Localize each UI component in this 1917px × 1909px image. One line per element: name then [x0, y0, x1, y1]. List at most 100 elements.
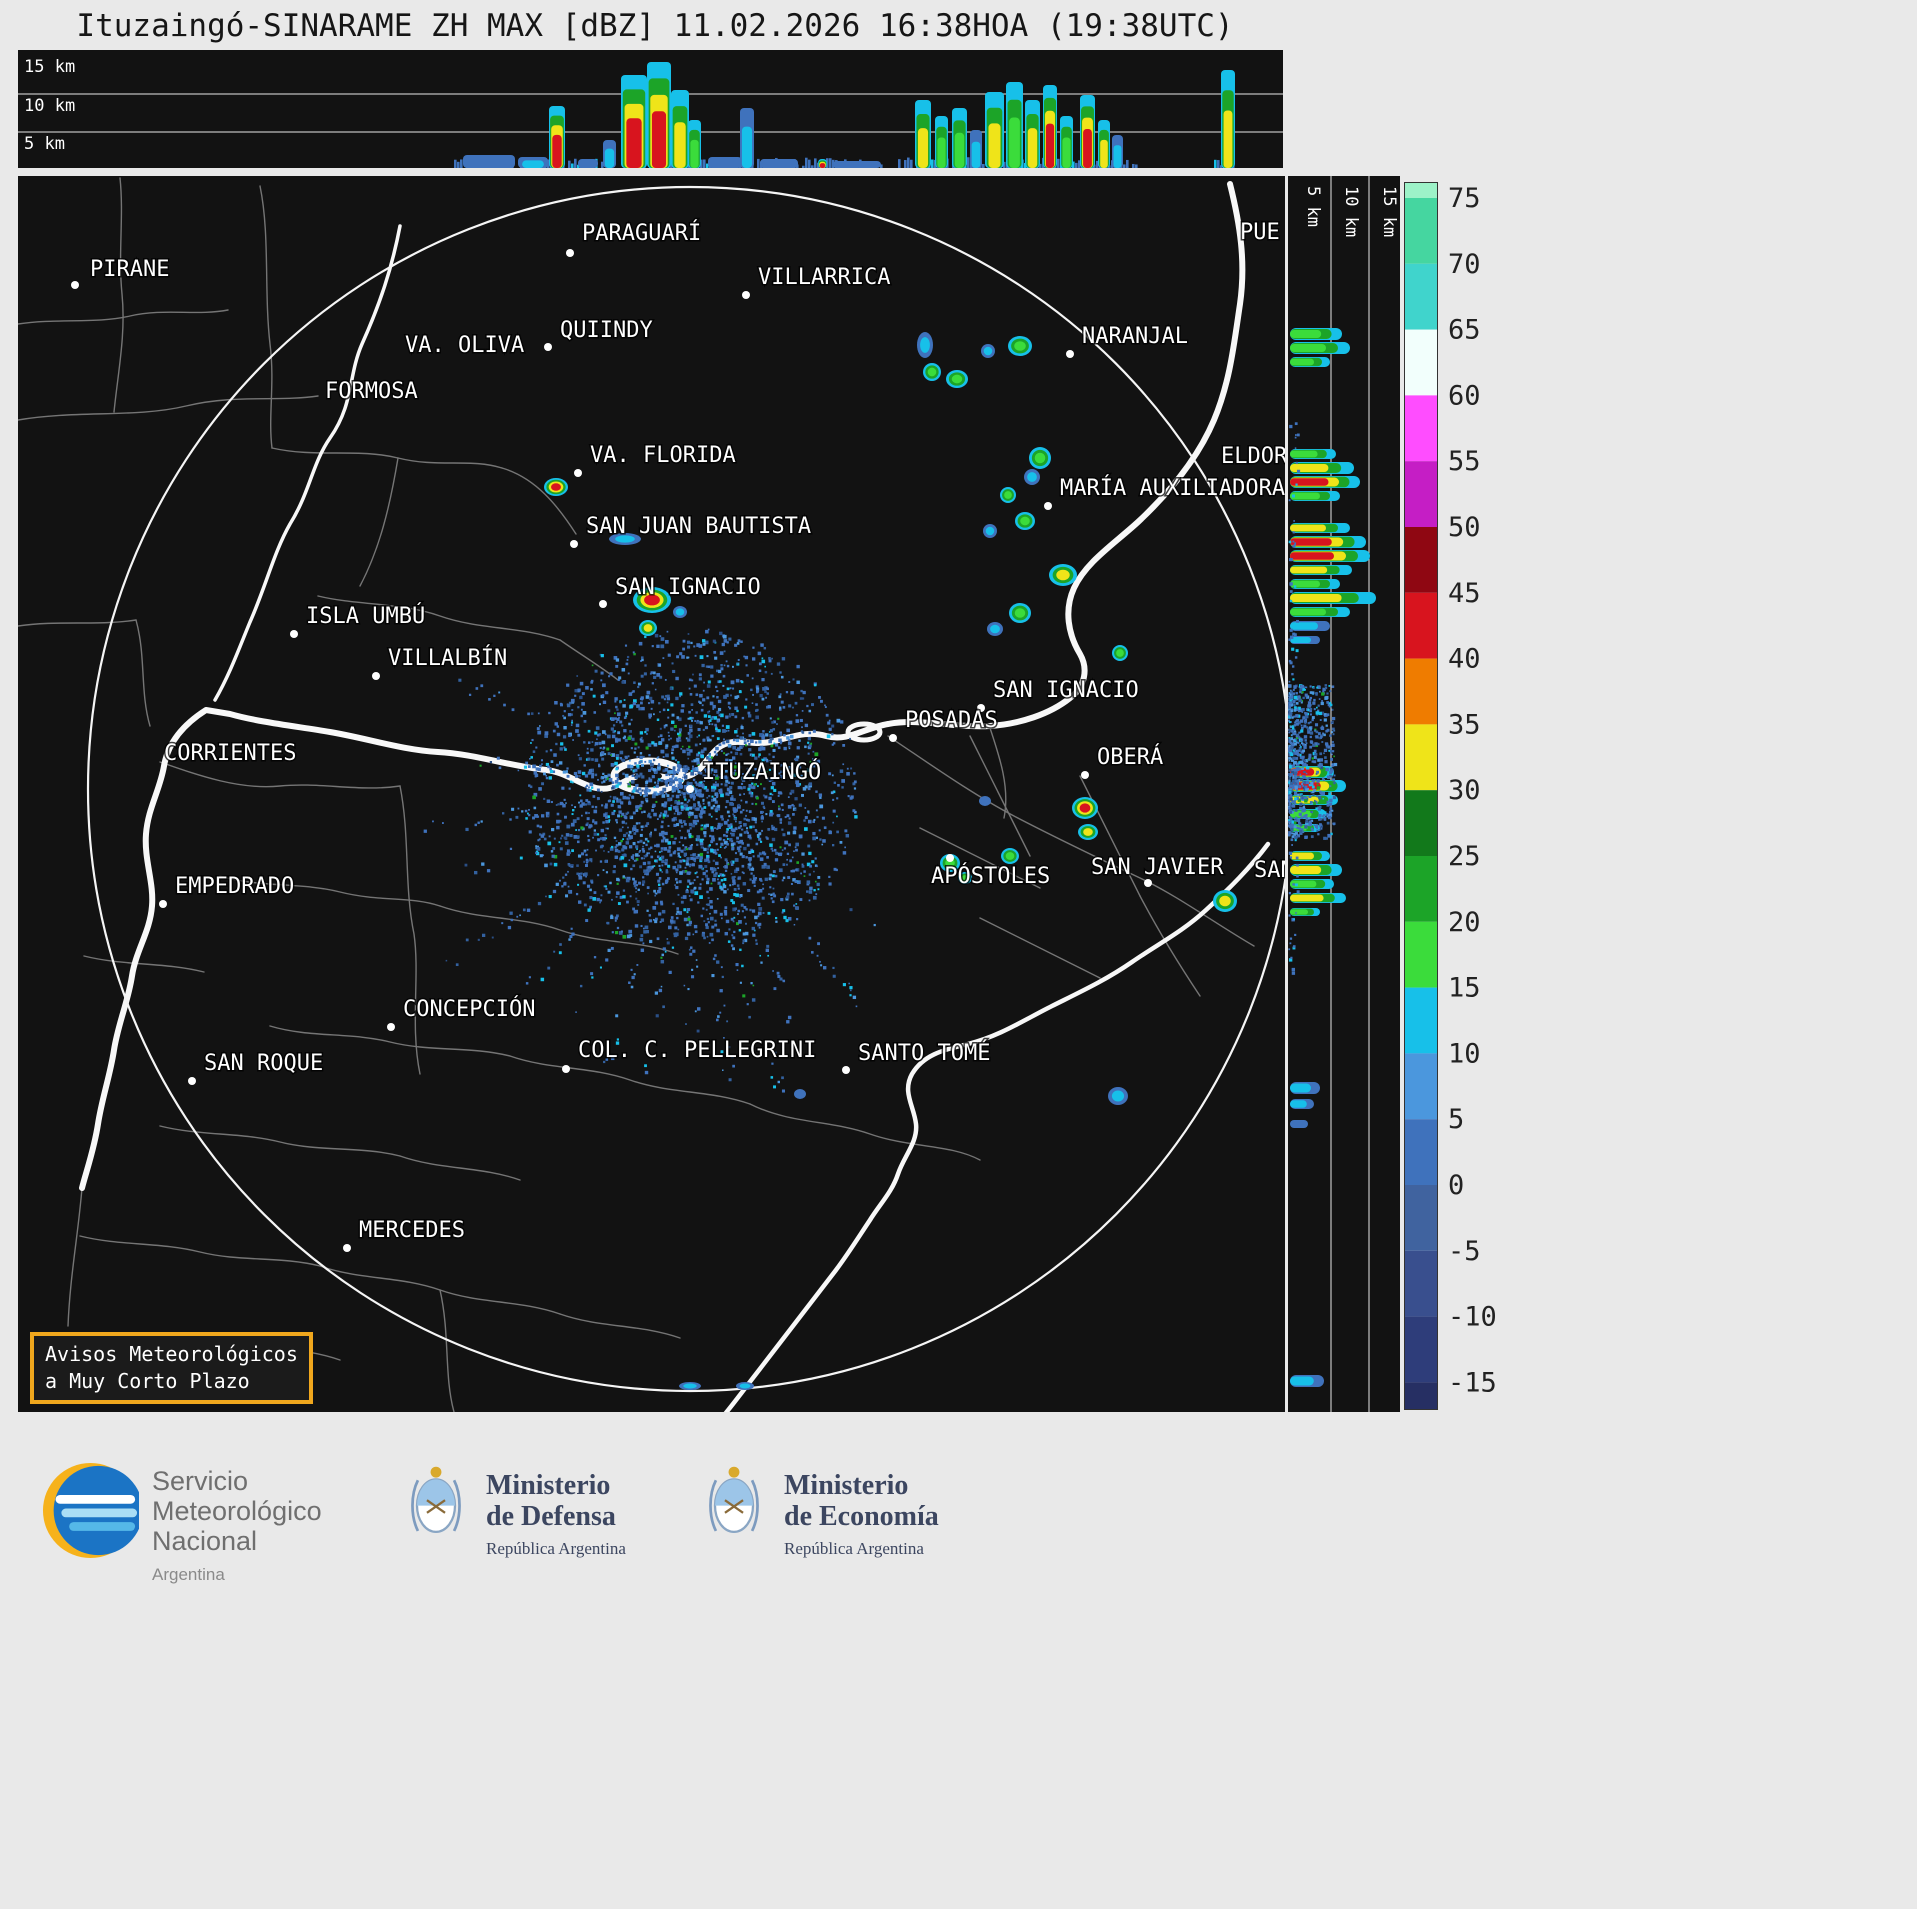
clutter-pixel	[819, 838, 822, 841]
ground-echo	[571, 163, 574, 168]
clutter-pixel	[711, 723, 714, 726]
clutter-pixel	[1292, 741, 1295, 744]
clutter-pixel	[795, 842, 800, 847]
clutter-pixel	[696, 1029, 700, 1033]
clutter-pixel	[658, 912, 662, 916]
clutter-pixel	[711, 925, 715, 929]
clutter-pixel	[811, 860, 815, 864]
clutter-pixel	[802, 690, 806, 695]
clutter-pixel	[577, 754, 580, 757]
clutter-pixel	[740, 640, 743, 643]
clutter-pixel	[790, 762, 793, 765]
clutter-pixel	[804, 816, 808, 820]
clutter-pixel	[793, 923, 796, 926]
warning-box[interactable]: Avisos Meteorológicos a Muy Corto Plazo	[30, 1332, 313, 1404]
storm-cell	[979, 796, 991, 806]
clutter-pixel	[1300, 724, 1303, 727]
clutter-pixel	[684, 724, 687, 727]
clutter-pixel	[1294, 933, 1297, 937]
clutter-pixel	[763, 807, 766, 810]
clutter-pixel	[554, 700, 558, 705]
clutter-pixel	[1322, 732, 1325, 735]
clutter-pixel	[687, 645, 691, 649]
clutter-pixel	[678, 819, 683, 823]
clutter-pixel	[465, 827, 469, 832]
clutter-pixel	[631, 691, 634, 694]
clutter-pixel	[1309, 745, 1313, 749]
clutter-pixel	[712, 797, 717, 802]
clutter-pixel	[791, 856, 794, 859]
clutter-pixel	[593, 832, 597, 836]
clutter-pixel	[751, 719, 754, 722]
clutter-pixel	[774, 1051, 777, 1054]
clutter-pixel	[1333, 755, 1335, 758]
clutter-pixel	[733, 882, 736, 885]
clutter-pixel	[810, 765, 813, 769]
clutter-pixel	[553, 862, 558, 867]
clutter-pixel	[695, 757, 700, 762]
clutter-pixel	[1295, 830, 1298, 833]
clutter-pixel	[1298, 793, 1302, 797]
clutter-pixel	[713, 789, 716, 792]
clutter-pixel	[796, 861, 800, 864]
clutter-pixel	[530, 742, 532, 744]
clutter-pixel	[743, 831, 747, 834]
clutter-pixel	[1304, 686, 1307, 689]
clutter-pixel	[694, 872, 697, 875]
clutter-pixel	[634, 909, 639, 914]
clutter-pixel	[491, 936, 494, 939]
city-label: OBERÁ	[1097, 744, 1163, 770]
clutter-pixel	[748, 857, 752, 861]
clutter-pixel	[1298, 695, 1301, 698]
clutter-pixel	[1288, 958, 1293, 962]
clutter-pixel	[730, 899, 734, 903]
clutter-pixel	[742, 786, 746, 789]
clutter-pixel	[1293, 709, 1297, 712]
clutter-pixel	[852, 782, 856, 786]
clutter-pixel	[654, 850, 657, 853]
clutter-pixel	[594, 669, 598, 673]
ground-echo	[811, 165, 814, 168]
city-dot	[290, 630, 298, 638]
clutter-pixel	[733, 893, 737, 897]
clutter-pixel	[1331, 727, 1335, 731]
clutter-pixel	[676, 737, 680, 742]
clutter-pixel	[1327, 745, 1332, 749]
clutter-pixel	[725, 715, 729, 719]
clutter-pixel	[680, 709, 684, 713]
clutter-pixel	[731, 832, 735, 837]
clutter-pixel	[787, 876, 791, 879]
clutter-pixel	[645, 853, 649, 857]
clutter-pixel	[536, 824, 540, 828]
ground-echo	[910, 159, 913, 168]
clutter-pixel	[617, 805, 621, 809]
colorbar-band	[1404, 329, 1438, 396]
clutter-pixel	[702, 868, 704, 871]
clutter-pixel	[716, 960, 720, 964]
clutter-pixel	[817, 888, 820, 891]
clutter-pixel	[533, 771, 538, 775]
map-panel[interactable]: PIRANE PARAGUARÍ VILLARRICA QUIINDY VA. OLIV…	[18, 176, 1285, 1412]
clutter-pixel	[677, 732, 680, 736]
storm-cell	[1219, 895, 1231, 907]
clutter-pixel	[706, 854, 709, 858]
clutter-pixel	[807, 787, 811, 791]
clutter-pixel	[767, 954, 770, 957]
clutter-pixel	[577, 770, 582, 774]
clutter-pixel	[658, 988, 663, 993]
clutter-pixel	[632, 651, 635, 654]
clutter-pixel	[797, 763, 801, 767]
clutter-pixel	[628, 929, 633, 934]
clutter-pixel	[1311, 716, 1315, 720]
clutter-pixel	[711, 717, 713, 720]
clutter-pixel	[1299, 773, 1302, 776]
clutter-pixel	[535, 746, 538, 749]
clutter-pixel	[1302, 831, 1305, 834]
clutter-pixel	[575, 723, 580, 728]
clutter-pixel	[779, 774, 784, 779]
clutter-pixel	[1288, 811, 1292, 814]
clutter-pixel	[564, 841, 569, 845]
clutter-pixel	[610, 727, 614, 731]
clutter-pixel	[665, 858, 668, 862]
clutter-pixel	[828, 727, 832, 731]
